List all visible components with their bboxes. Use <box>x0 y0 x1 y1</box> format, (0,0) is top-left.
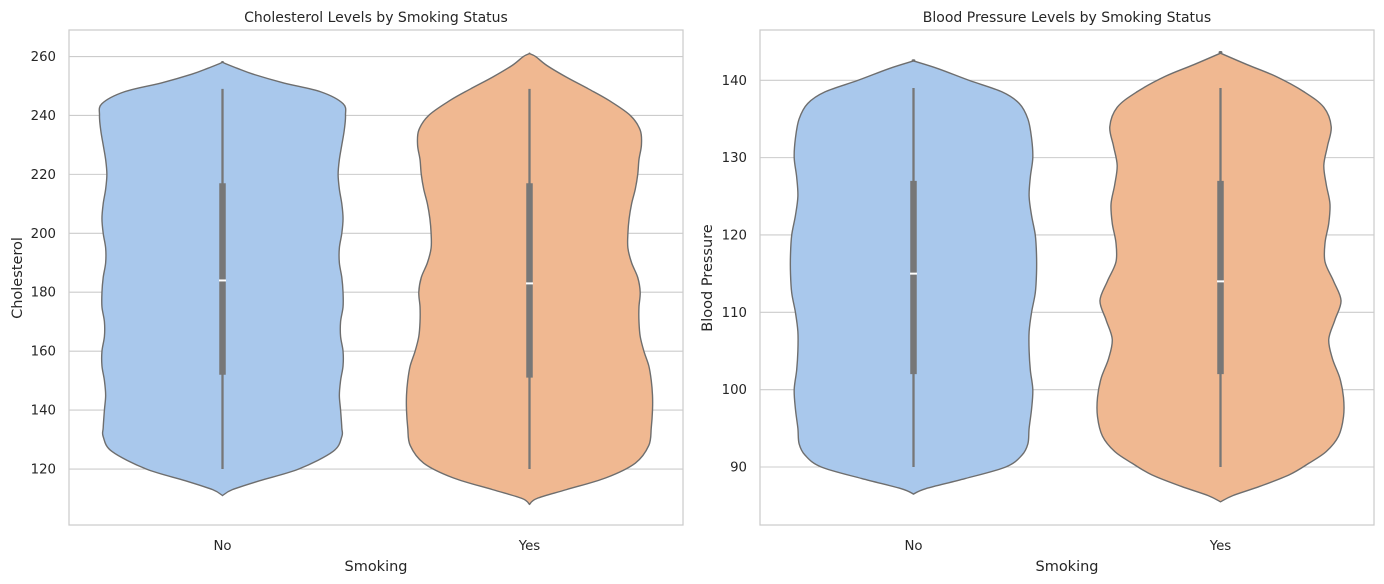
y-tick-label: 220 <box>31 168 56 183</box>
plot-frame-blood-pressure <box>759 29 1375 526</box>
x-tick-label: No <box>213 539 231 554</box>
x-tick-label: Yes <box>518 539 541 554</box>
y-tick-label: 120 <box>722 228 747 243</box>
x-axis-label-cholesterol: Smoking <box>344 559 407 575</box>
y-tick-label: 200 <box>31 227 56 242</box>
plot-frame-cholesterol <box>68 29 684 526</box>
y-ticks-blood-pressure: 90 100 110 120 130 140 <box>722 74 747 476</box>
x-axis-label-blood-pressure: Smoking <box>1035 559 1098 575</box>
violins-cholesterol <box>98 52 654 506</box>
y-tick-label: 120 <box>31 463 56 478</box>
y-axis-label-blood-pressure: Blood Pressure <box>700 224 716 332</box>
y-tick-label: 180 <box>31 286 56 301</box>
x-tick-label: Yes <box>1209 539 1232 554</box>
y-tick-label: 160 <box>31 345 56 360</box>
chart-title-cholesterol: Cholesterol Levels by Smoking Status <box>244 10 508 26</box>
chart-title-blood-pressure: Blood Pressure Levels by Smoking Status <box>923 10 1211 26</box>
x-tick-label: No <box>904 539 922 554</box>
y-ticks-cholesterol: 120 140 160 180 200 220 240 260 <box>31 50 56 478</box>
panel-blood-pressure: 90 100 110 120 130 140 No Yes Blood Pressure L… <box>700 10 1375 575</box>
y-axis-label-cholesterol: Cholesterol <box>10 237 26 319</box>
y-tick-label: 140 <box>31 404 56 419</box>
y-tick-label: 90 <box>730 460 747 475</box>
y-tick-label: 100 <box>722 383 747 398</box>
y-tick-label: 240 <box>31 109 56 124</box>
violins-blood-pressure <box>789 51 1345 503</box>
y-tick-label: 110 <box>722 306 747 321</box>
y-tick-label: 140 <box>722 74 747 89</box>
y-tick-label: 260 <box>31 50 56 65</box>
y-tick-label: 130 <box>722 151 747 166</box>
x-ticks-blood-pressure: No Yes <box>904 539 1231 554</box>
x-ticks-cholesterol: No Yes <box>213 539 540 554</box>
panel-cholesterol: 120 140 160 180 200 220 240 260 No Yes Cholester… <box>10 10 684 575</box>
